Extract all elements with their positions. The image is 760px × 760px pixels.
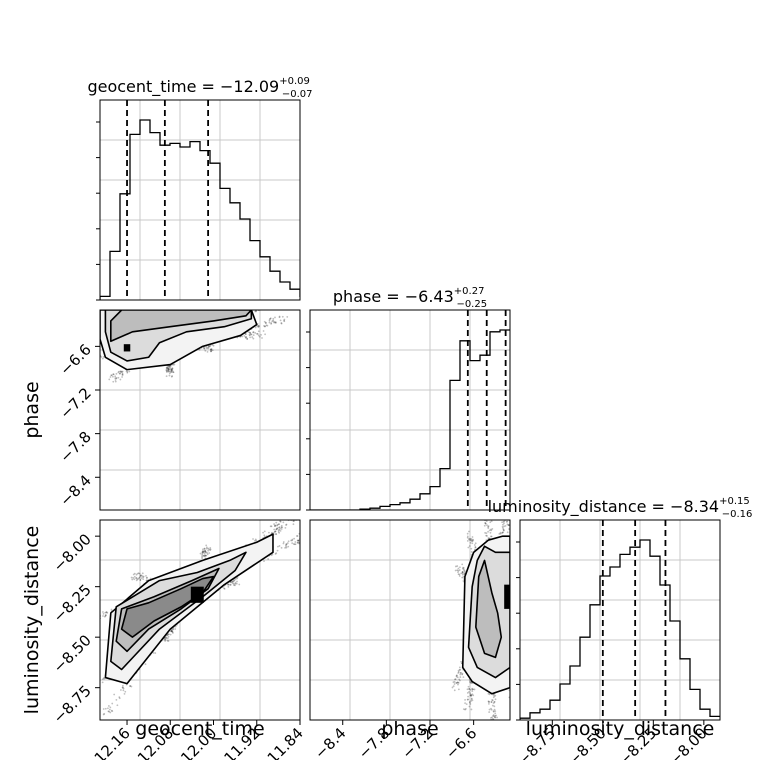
density-peak-0 (504, 584, 510, 609)
axes-frame (99, 99, 301, 301)
axes-frame (309, 309, 511, 511)
density-region (100, 310, 289, 383)
contour-level-0 (120, 575, 215, 638)
density-peak-0 (190, 586, 204, 603)
title-phase: phase = −6.43+0.27 −0.25 (333, 286, 487, 310)
x-axis-label-luminosity_distance: luminosity_distance (526, 718, 715, 740)
axes-frame (519, 519, 721, 721)
x-axis-label-phase: phase (381, 718, 438, 740)
title-geocent_time: geocent_time = −12.09+0.09 −0.07 (87, 76, 312, 100)
x-axis-label-geocent_time: geocent_time (135, 718, 264, 740)
x-tick-label-phase: −8.4 (311, 724, 349, 760)
x-tick-label-geocent_time: −12.16 (82, 724, 134, 760)
title-luminosity_distance: luminosity_distance = −8.34+0.15 −0.16 (488, 496, 753, 520)
y-axis-label-phase: phase (21, 381, 43, 438)
density-region (100, 520, 300, 716)
histogram-geocent_time (100, 119, 300, 300)
y-tick-label-luminosity_distance: −8.00 (50, 530, 95, 575)
panel-luminosity_distance-vs-phase (309, 519, 511, 721)
hist-panel-geocent_time (96, 99, 301, 301)
y-tick-label-phase: −7.2 (56, 384, 94, 422)
panel-phase-vs-geocent_time (99, 309, 301, 511)
x-tick-label-phase: −6.6 (442, 724, 480, 760)
title-median: −12.09 (220, 77, 279, 96)
density-region (451, 520, 510, 720)
axes-frame (309, 519, 511, 721)
title-prefix: luminosity_distance = (488, 497, 670, 517)
contour-level-0 (110, 310, 253, 343)
density-peak-0 (123, 344, 131, 352)
y-tick-label-luminosity_distance: −8.75 (50, 682, 95, 727)
title-minus: −0.16 (722, 509, 753, 520)
title-prefix: phase = (333, 287, 405, 306)
title-minus: −0.07 (282, 89, 313, 100)
title-minus: −0.25 (456, 299, 487, 310)
y-tick-label-phase: −7.8 (56, 428, 94, 466)
title-median: −6.43 (405, 287, 454, 306)
hist-panel-phase (306, 309, 511, 511)
histogram-phase (310, 329, 510, 510)
panel-luminosity_distance-vs-geocent_time (99, 519, 301, 721)
y-tick-label-luminosity_distance: −8.50 (50, 631, 95, 676)
title-plus: +0.27 (454, 286, 485, 297)
histogram-luminosity_distance (520, 539, 720, 720)
y-tick-label-luminosity_distance: −8.25 (50, 581, 95, 626)
y-axis-label-luminosity_distance: luminosity_distance (21, 526, 43, 715)
axes-frame (99, 519, 301, 721)
title-prefix: geocent_time = (87, 77, 220, 97)
y-tick-label-phase: −8.4 (56, 471, 94, 509)
contour-level-0 (475, 559, 503, 659)
hist-panel-luminosity_distance (516, 519, 721, 721)
y-tick-label-phase: −6.6 (56, 340, 94, 378)
title-median: −8.34 (670, 497, 719, 516)
axes-frame (99, 309, 301, 511)
title-plus: +0.09 (279, 76, 310, 87)
title-plus: +0.15 (719, 496, 750, 507)
